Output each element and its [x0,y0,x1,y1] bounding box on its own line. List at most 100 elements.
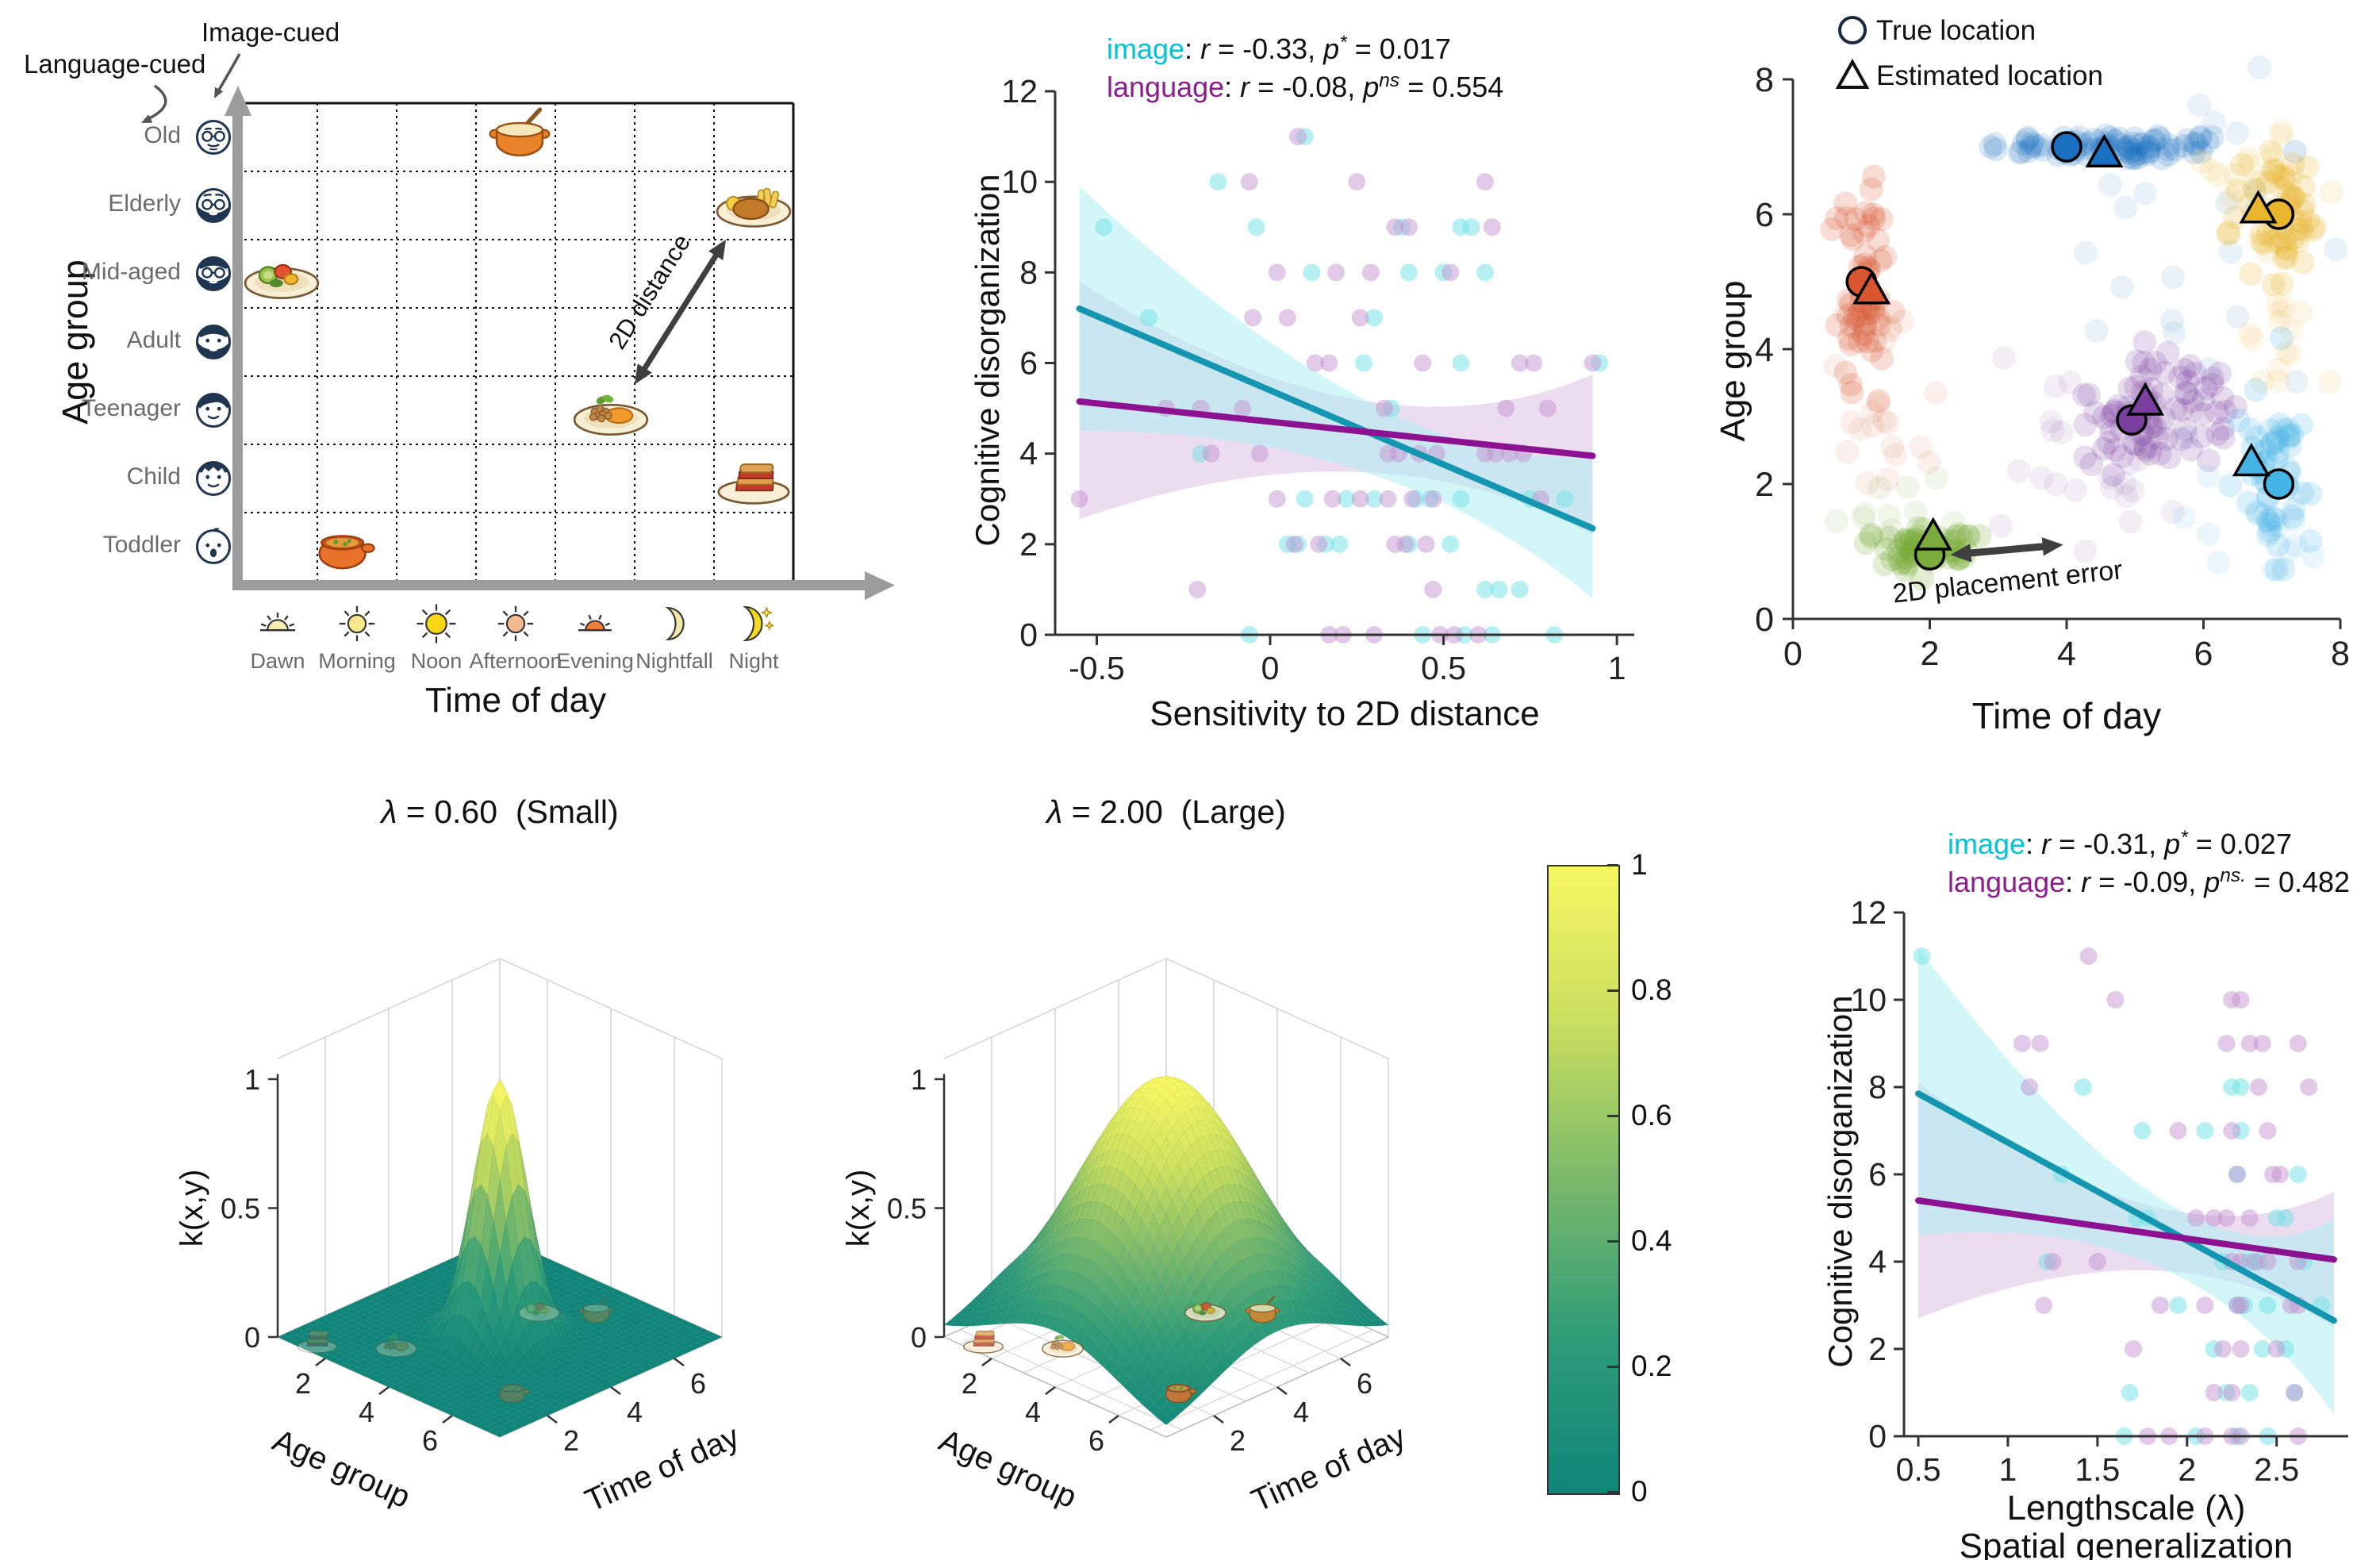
lambda-large-title: λ = 2.00 (Large) [777,793,1555,831]
scatter-point [2259,1253,2277,1270]
cloud-point [1871,524,1896,549]
cloud-point [1840,380,1864,405]
cloud-point [1866,228,1891,252]
cloud-point [2271,163,2296,188]
panel-c-placement-map: 2D placement error 0 2 4 6 8 0 2 4 6 8 True locatio… [1706,0,2380,762]
surface-quad [641,1364,655,1371]
cloud-point [2272,167,2297,191]
cloud-point [2163,396,2188,421]
estimated-location-marker-green [1914,517,1952,551]
cloud-point [2102,438,2127,463]
cloud-point [1878,318,1902,343]
cloud-point [2030,133,2055,157]
surface-quad [592,1386,605,1393]
scatter-point [2300,1078,2318,1096]
y-tick-label: 6 [1755,196,1774,234]
colorbar-tick-label: 1 [1631,848,1648,881]
cloud-point [1880,547,1905,571]
cloud-point [2289,413,2313,437]
age-tick-label: 2 [962,1367,977,1400]
scatter-point [1403,490,1422,508]
cloud-point [2152,360,2177,385]
cloud-point [1845,304,1870,329]
cloud-point [2133,438,2158,463]
cloud-point [2206,551,2231,575]
placement-error-arrow-head [1950,544,1972,563]
cloud-point [1847,329,1871,354]
cloud-point [2171,133,2196,158]
cloud-point [2226,408,2251,432]
cloud-point [2116,145,2140,170]
x-tick-label: 1 [1608,650,1626,686]
cloud-point [2266,292,2290,317]
colorbar-tick-label: 0 [1631,1475,1648,1508]
surface-quad [1369,1320,1383,1327]
cloud-point [2205,422,2230,447]
scatter-point [1247,218,1265,236]
salad-plate-icon [244,263,320,299]
cloud-point [2272,246,2297,271]
age-tick-label: 2 [295,1367,311,1400]
age-tick [1108,1415,1119,1424]
cloud-point [2083,400,2108,425]
cloud-point [1892,558,1917,582]
soup-pot-icon [318,535,375,570]
age-label-toddler: Toddler [102,532,181,558]
stats-sep: : [1184,33,1201,65]
cloud-point [2129,364,2154,389]
scatter-point [1278,309,1296,327]
surface-quad [1332,1315,1346,1326]
cloud-point [2091,436,2116,461]
x-tick-label: 4 [2057,635,2076,673]
cloud-point [2210,386,2235,410]
surface-quad [1289,1312,1303,1326]
cloud-point [2266,164,2290,189]
lengthscale-axis-label: Lengthscale (λ) [2006,1489,2246,1527]
scatter-point [1240,173,1258,191]
surface-quad [678,1347,692,1354]
cloud-point [2126,448,2151,472]
age-tick [1045,1386,1056,1395]
cloud-point [2117,140,2142,164]
old-face-icon [190,114,236,160]
cloud-point [2179,437,2204,462]
scatter-point [2187,1209,2205,1227]
cloud-point [1877,503,1902,528]
scatter-point [1202,444,1220,463]
surface-quad [659,1356,674,1362]
true-location-legend-icon [1838,16,1867,44]
surface-quad [1227,1345,1241,1363]
age-tick-label: 4 [359,1396,374,1428]
cloud-point [2195,130,2220,155]
cloud-point [1833,206,1858,230]
cloud-point [2162,321,2186,345]
scatter-point [1913,947,1931,965]
surface-quad [493,1431,507,1438]
cloud-point [2074,240,2098,265]
scatter-point [1310,535,1328,553]
cloud-point [2116,134,2140,159]
scatter-point [1490,580,1508,598]
panel-e-kernel-large: λ = 2.00 (Large) 0 0.5 1 k(x,y) 2 4 6 Age group… [777,790,1555,1555]
stats-p: p [2204,866,2221,898]
cloud-point [2276,417,2301,442]
stats-p-value: = 0.482 [2245,866,2351,898]
cloud-point [2244,169,2268,194]
cloud-point [1924,381,1948,405]
age-tick [442,1415,453,1424]
time-tick [1276,1386,1288,1395]
cloud-point [1887,546,1911,571]
cloud-point [2261,144,2286,169]
scatter-point [1424,580,1442,598]
cloud-point [2244,378,2268,402]
z-tick-label: 0 [244,1321,260,1354]
cloud-point [2190,402,2215,426]
cloud-point [2151,416,2175,440]
surface-quad [1375,1320,1389,1326]
cloud-point [2274,236,2298,260]
cloud-point [2280,163,2305,187]
scatter-point [1365,309,1384,327]
stats-p-value: = 0.554 [1399,71,1504,103]
cloud-point [2191,387,2216,412]
language-cued-arrowhead [141,114,153,123]
